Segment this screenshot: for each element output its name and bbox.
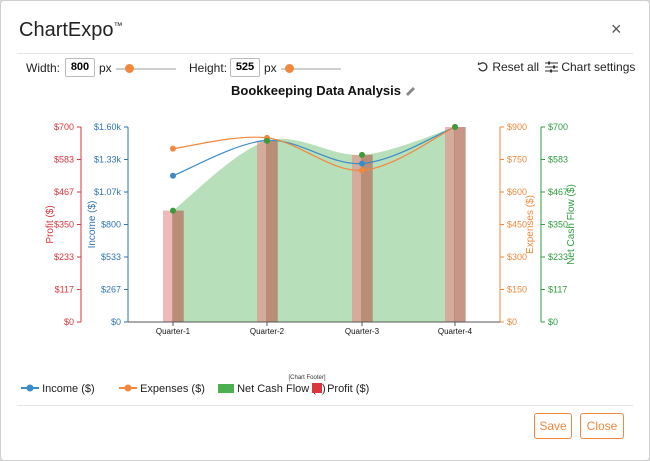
width-unit: px [99,61,112,75]
net-cash-flow-area[interactable] [173,127,455,322]
height-slider-thumb[interactable] [285,64,294,73]
income-point[interactable] [170,172,176,179]
axis-tick-label-income: $1.60k [94,122,122,132]
profit-bar[interactable] [257,140,277,322]
profit-bar-overlay [361,154,373,322]
axis-title-income: Income ($) [87,201,98,249]
edit-title-pencil-icon[interactable] [406,87,415,96]
legend-net-cash-flow-swatch [218,384,234,393]
legend-profit[interactable]: Profit ($) [312,383,369,395]
legend-net-cash-flow-label: Net Cash Flow ($) [237,383,326,395]
x-axis-label: Quarter-1 [156,327,191,336]
axis-tick-label-expenses: $450 [507,220,527,230]
height-label: Height: [189,61,228,75]
close-button[interactable]: Close [580,413,624,439]
profit-bar[interactable] [445,127,465,322]
chart-area: Bookkeeping Data Analysis $700 $583 $467 $3… [45,83,577,381]
axis-title-profit: Profit ($) [45,205,56,243]
x-axis-label: Quarter-2 [250,327,285,336]
legend-net-cash-flow[interactable]: Net Cash Flow ($) [218,383,326,395]
income-point[interactable] [359,160,365,167]
legend-income-label: Income ($) [42,383,95,395]
chart-footer[interactable]: [Chart Footer] [288,375,325,381]
axis-tick-label-netcash: $0 [548,317,558,327]
profit-bar-overlay [266,140,278,322]
income-line[interactable] [172,126,456,177]
profit-bar[interactable] [352,154,372,322]
axis-tick-label-netcash: $467 [548,187,568,197]
legend-profit-swatch [312,383,322,393]
close-icon[interactable]: × [611,19,622,39]
footer-divider [17,405,633,406]
reset-icon [477,62,488,72]
axis-tick-label-expenses: $0 [507,317,517,327]
expenses-point[interactable] [359,167,365,174]
axis-tick-label-expenses: $300 [507,252,527,262]
chart-settings-label: Chart settings [561,60,636,74]
legend-expenses-label: Expenses ($) [140,383,205,395]
profit-bar-overlay [172,210,184,322]
axis-tick-label-netcash: $350 [548,220,568,230]
net-cash-flow-point[interactable] [452,124,458,130]
axis-tick-label-profit: $467 [54,187,74,197]
axis-tick-label-expenses: $900 [507,122,527,132]
axis-tick-label-profit: $0 [64,317,74,327]
axis-tick-label-netcash: $233 [548,252,568,262]
axis-tick-label-profit: $700 [54,122,74,132]
axis-tick-label-expenses: $150 [507,285,527,295]
height-slider-track[interactable] [281,68,341,70]
reset-all-label: Reset all [492,60,540,74]
axis-tick-label-income: $0 [111,317,121,327]
axis-tick-label-income: $1.33k [94,155,122,165]
axis-tick-label-income: $533 [101,252,121,262]
expenses-line[interactable] [172,126,456,171]
height-unit: px [264,61,277,75]
profit-bar[interactable] [163,210,183,322]
legend-expenses-swatch [119,384,137,392]
axis-tick-label-profit: $583 [54,155,74,165]
axis-tick-label-netcash: $117 [548,285,567,295]
x-axis-label: Quarter-4 [438,327,473,336]
axis-title-expenses: Expenses ($) [525,195,536,254]
axis-tick-label-profit: $350 [54,220,74,230]
legend-income[interactable]: Income ($) [21,383,95,395]
height-input[interactable]: 525 [230,58,260,77]
header-divider [17,53,633,54]
axis-tick-label-profit: $117 [55,285,74,295]
profit-bar-overlay [454,127,466,322]
legend-expenses[interactable]: Expenses ($) [119,383,205,395]
axis-tick-label-income: $1.07k [94,187,122,197]
width-slider-thumb[interactable] [125,64,134,73]
dialog-title: ChartExpo™ [19,19,123,41]
reset-all-button[interactable]: Reset all [477,60,539,74]
axis-tick-label-income: $267 [101,285,121,295]
legend-income-swatch [21,384,39,392]
chart-settings-button[interactable]: Chart settings [545,60,635,74]
chart-title: Bookkeeping Data Analysis [231,83,401,98]
axis-tick-label-netcash: $700 [548,122,568,132]
axis-tick-label-profit: $233 [54,252,74,262]
x-axis-label: Quarter-3 [345,327,380,336]
axis-title-netcash: Net Cash Flow ($) [566,184,577,265]
settings-sliders-icon [545,61,558,73]
width-label: Width: [26,61,61,75]
expenses-point[interactable] [170,145,176,152]
axis-tick-label-expenses: $750 [507,155,527,165]
save-button[interactable]: Save [534,413,572,439]
axis-tick-label-netcash: $583 [548,155,568,165]
net-cash-flow-point[interactable] [170,207,176,214]
net-cash-flow-point[interactable] [359,151,365,158]
legend-profit-label: Profit ($) [327,383,370,395]
width-slider-track[interactable] [116,68,176,70]
axis-tick-label-income: $800 [101,220,121,230]
axis-tick-label-expenses: $600 [507,187,527,197]
net-cash-flow-point[interactable] [264,137,270,144]
width-input[interactable]: 800 [65,58,95,77]
